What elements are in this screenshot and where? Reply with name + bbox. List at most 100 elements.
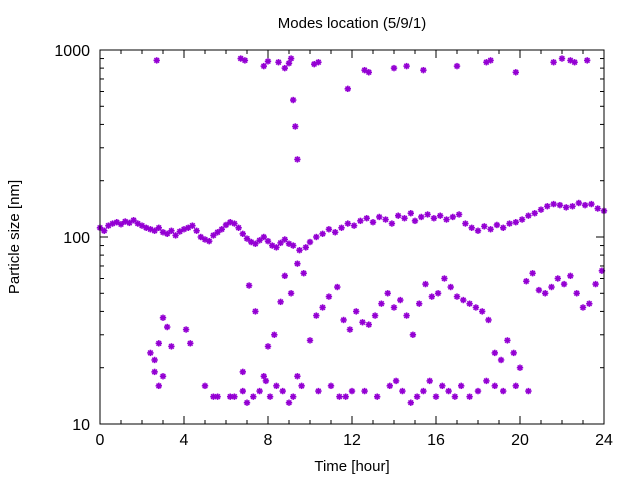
data-point <box>548 283 555 291</box>
data-point <box>554 275 561 282</box>
point-stroke <box>160 229 166 236</box>
x-tick-label: 12 <box>343 432 361 449</box>
data-point <box>437 212 444 219</box>
data-point <box>424 211 431 218</box>
point-stroke <box>588 201 595 207</box>
data-point <box>491 349 498 357</box>
y-tick-label: 100 <box>63 230 90 247</box>
point-stroke <box>244 235 250 242</box>
point-stroke <box>347 326 353 333</box>
data-point <box>413 393 421 400</box>
point-stroke <box>326 293 332 300</box>
data-point <box>361 387 368 395</box>
data-point <box>584 57 591 64</box>
data-point <box>376 213 383 221</box>
point-stroke <box>313 312 320 319</box>
point-stroke <box>290 97 297 103</box>
point-stroke <box>143 224 150 231</box>
point-stroke <box>214 229 221 236</box>
point-stroke <box>512 69 519 76</box>
point-stroke <box>279 388 286 394</box>
point-stroke <box>275 59 282 66</box>
data-point <box>214 229 221 236</box>
data-point <box>344 220 351 227</box>
point-stroke <box>445 388 452 394</box>
point-stroke <box>426 378 433 384</box>
data-point <box>193 227 200 234</box>
point-stroke <box>153 57 160 64</box>
point-stroke <box>231 220 238 227</box>
data-point <box>164 230 171 238</box>
point-stroke <box>466 393 473 400</box>
data-point <box>510 349 517 357</box>
point-stroke <box>155 224 162 231</box>
point-stroke <box>372 312 378 319</box>
y-tick-label: 1000 <box>54 43 90 60</box>
point-stroke <box>466 300 473 307</box>
data-point <box>466 300 473 307</box>
data-point <box>281 236 288 243</box>
data-point <box>168 343 175 350</box>
point-stroke <box>281 272 288 279</box>
data-point <box>468 224 475 231</box>
data-point <box>550 200 557 208</box>
point-stroke <box>202 382 208 389</box>
point-stroke <box>164 324 171 330</box>
data-point <box>506 220 513 227</box>
data-point <box>300 270 307 277</box>
point-stroke <box>462 220 469 227</box>
data-point <box>573 290 580 297</box>
point-stroke <box>376 214 383 220</box>
data-point <box>411 217 419 225</box>
point-stroke <box>189 222 196 229</box>
data-point <box>266 393 274 400</box>
point-stroke <box>260 234 267 240</box>
point-stroke <box>210 393 217 400</box>
data-point <box>388 220 396 227</box>
data-point <box>445 387 452 395</box>
data-point <box>443 216 450 223</box>
point-stroke <box>183 326 189 333</box>
point-stroke <box>407 210 414 217</box>
data-point <box>172 232 179 239</box>
data-point <box>260 62 267 70</box>
point-stroke <box>437 212 444 219</box>
data-point <box>279 387 286 395</box>
point-stroke <box>500 388 507 394</box>
data-point <box>497 356 505 364</box>
data-point <box>403 312 410 319</box>
data-point <box>315 387 322 395</box>
point-stroke <box>391 304 397 311</box>
point-stroke <box>326 226 332 233</box>
data-point <box>449 213 456 221</box>
point-stroke <box>594 205 601 212</box>
data-point <box>390 64 398 72</box>
data-point <box>458 382 465 390</box>
point-stroke <box>407 399 414 406</box>
point-stroke <box>160 314 166 321</box>
data-point <box>516 364 524 371</box>
point-stroke <box>294 373 301 380</box>
point-stroke <box>349 388 355 394</box>
data-point <box>273 382 280 390</box>
point-stroke <box>113 219 120 226</box>
point-stroke <box>378 300 385 307</box>
point-stroke <box>571 59 578 66</box>
point-stroke <box>227 219 234 226</box>
point-stroke <box>569 203 576 210</box>
data-point <box>483 377 490 385</box>
point-stroke <box>456 211 462 218</box>
point-stroke <box>447 284 454 290</box>
point-stroke <box>244 399 250 406</box>
data-point <box>504 337 511 344</box>
point-stroke <box>567 272 574 279</box>
point-stroke <box>313 234 320 240</box>
point-stroke <box>439 382 446 389</box>
data-point <box>434 290 442 297</box>
data-point <box>243 399 251 406</box>
point-stroke <box>336 393 343 400</box>
data-point <box>386 382 393 390</box>
data-point <box>239 230 246 238</box>
data-point <box>332 229 339 236</box>
data-point <box>407 399 414 406</box>
